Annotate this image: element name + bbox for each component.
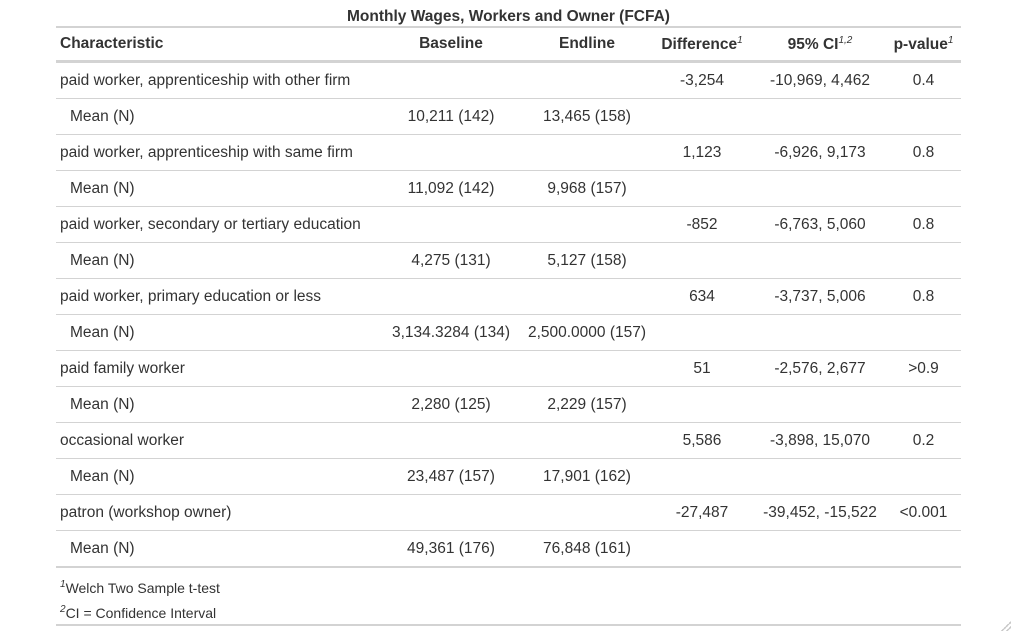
endline-cell: 17,901 (162): [543, 467, 631, 485]
header-difference-label: Difference: [661, 35, 738, 53]
baseline-cell: 23,487 (157): [407, 467, 495, 485]
table-row-stat: Mean (N) 23,487 (157) 17,901 (162): [56, 458, 961, 494]
endline-cell: 9,968 (157): [547, 179, 627, 197]
footnote-1: 1Welch Two Sample t-test: [60, 572, 961, 597]
header-baseline: Baseline: [419, 35, 483, 52]
endline-cell: 76,848 (161): [543, 539, 631, 557]
table-row-group: occasional worker 5,586 -3,898, 15,070 0.2: [56, 422, 961, 458]
table-title: Monthly Wages, Workers and Owner (FCFA): [347, 8, 670, 25]
table-row-stat: Mean (N) 11,092 (142) 9,968 (157): [56, 170, 961, 206]
header-characteristic: Characteristic: [60, 35, 164, 52]
table-row-stat: Mean (N) 10,211 (142) 13,465 (158): [56, 98, 961, 134]
endline-cell: 2,500.0000 (157): [527, 323, 647, 341]
row-label: paid family worker: [60, 359, 185, 377]
row-sublabel: Mean (N): [70, 467, 135, 485]
footnote-marker: 1: [60, 579, 66, 590]
pvalue-cell: >0.9: [908, 359, 939, 377]
pvalue-cell: 0.2: [912, 431, 935, 449]
ci-cell: -3,737, 5,006: [774, 287, 866, 305]
table-row-group: paid worker, secondary or tertiary educa…: [56, 206, 961, 242]
pvalue-cell: <0.001: [899, 503, 948, 521]
row-sublabel: Mean (N): [70, 323, 135, 341]
pvalue-cell: 0.8: [912, 215, 935, 233]
table-row-stat: Mean (N) 49,361 (176) 76,848 (161): [56, 530, 961, 568]
baseline-cell: 2,280 (125): [411, 395, 491, 413]
baseline-cell: 4,275 (131): [411, 251, 491, 269]
header-endline: Endline: [559, 35, 615, 52]
ci-cell: -10,969, 4,462: [770, 71, 870, 89]
table-row-group: paid worker, apprenticeship with same fi…: [56, 134, 961, 170]
footnote-text: Welch Two Sample t-test: [65, 580, 220, 596]
row-sublabel: Mean (N): [70, 107, 135, 125]
footnote-text: CI = Confidence Interval: [65, 605, 217, 621]
ci-cell: -6,763, 5,060: [774, 215, 866, 233]
table-row-group: paid worker, apprenticeship with other f…: [56, 62, 961, 98]
header-difference: Difference1: [650, 35, 754, 54]
difference-cell: -852: [686, 215, 718, 233]
difference-cell: 51: [693, 359, 711, 377]
endline-cell: 2,229 (157): [547, 395, 627, 413]
footnote-marker: 2: [60, 604, 66, 615]
table-row-group: patron (workshop owner) -27,487 -39,452, -…: [56, 494, 961, 530]
ci-cell: -3,898, 15,070: [770, 431, 870, 449]
row-label: paid worker, secondary or tertiary educa…: [60, 215, 361, 233]
baseline-cell: 49,361 (176): [407, 539, 495, 557]
difference-cell: 634: [689, 287, 715, 305]
row-label: occasional worker: [60, 431, 185, 449]
ci-cell: -2,576, 2,677: [774, 359, 866, 377]
resize-grip-icon[interactable]: [1001, 621, 1011, 631]
endline-cell: 13,465 (158): [543, 107, 631, 125]
header-ci-label: 95% CI: [787, 35, 839, 53]
header-difference-footnote-marker: 1: [737, 34, 743, 46]
header-pvalue-label: p-value: [893, 35, 948, 53]
row-sublabel: Mean (N): [70, 251, 135, 269]
header-pvalue-footnote-marker: 1: [947, 34, 954, 46]
difference-cell: 1,123: [682, 143, 722, 161]
baseline-cell: 11,092 (142): [407, 179, 495, 197]
baseline-cell: 10,211 (142): [407, 107, 495, 125]
row-label: patron (workshop owner): [60, 503, 232, 521]
row-sublabel: Mean (N): [70, 395, 135, 413]
endline-cell: 5,127 (158): [547, 251, 627, 269]
summary-table: Monthly Wages, Workers and Owner (FCFA) …: [56, 0, 961, 626]
row-sublabel: Mean (N): [70, 539, 135, 557]
table-row-stat: Mean (N) 2,280 (125) 2,229 (157): [56, 386, 961, 422]
table-row-group: paid family worker 51 -2,576, 2,677 >0.9: [56, 350, 961, 386]
ci-cell: -39,452, -15,522: [763, 503, 877, 521]
table-row-stat: Mean (N) 4,275 (131) 5,127 (158): [56, 242, 961, 278]
table-header-row: Characteristic Baseline Endline Differen…: [56, 26, 961, 62]
difference-cell: -27,487: [675, 503, 729, 521]
pvalue-cell: 0.8: [912, 143, 935, 161]
ci-cell: -6,926, 9,173: [774, 143, 866, 161]
header-ci: 95% CI1,2: [754, 35, 886, 54]
table-row-stat: Mean (N) 3,134.3284 (134) 2,500.0000 (157): [56, 314, 961, 350]
row-label: paid worker, apprenticeship with same fi…: [60, 143, 353, 161]
row-label: paid worker, apprenticeship with other f…: [60, 71, 351, 89]
pvalue-cell: 0.8: [912, 287, 935, 305]
pvalue-cell: 0.4: [912, 71, 935, 89]
footnote-2: 2CI = Confidence Interval: [60, 597, 961, 622]
row-label: paid worker, primary education or less: [60, 287, 322, 305]
baseline-cell: 3,134.3284 (134): [391, 323, 511, 341]
header-pvalue: p-value1: [886, 35, 961, 54]
table-body: paid worker, apprenticeship with other f…: [56, 62, 961, 568]
table-footnotes: 1Welch Two Sample t-test 2CI = Confidenc…: [56, 568, 961, 626]
header-ci-footnote-marker: 1,2: [838, 34, 853, 46]
row-sublabel: Mean (N): [70, 179, 135, 197]
difference-cell: -3,254: [680, 71, 724, 89]
table-row-group: paid worker, primary education or less 63…: [56, 278, 961, 314]
difference-cell: 5,586: [682, 431, 722, 449]
